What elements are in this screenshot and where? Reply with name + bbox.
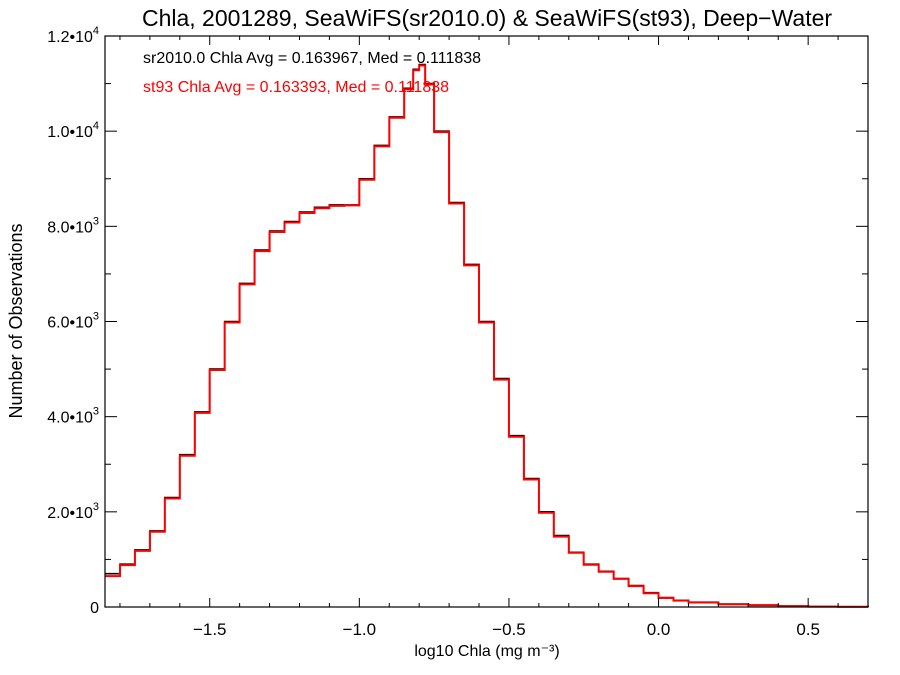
annotation-st93-stats: st93 Chla Avg = 0.163393, Med = 0.111838 (143, 79, 449, 96)
y-tick-label: 8.0•103 (47, 215, 99, 236)
y-tick-label: 1.2•104 (47, 25, 99, 46)
chart-title: Chla, 2001289, SeaWiFS(sr2010.0) & SeaWi… (142, 5, 832, 31)
y-tick-label: 2.0•103 (47, 501, 99, 522)
x-tick-label: −1.0 (343, 620, 377, 639)
series-line-st93 (105, 64, 869, 608)
y-tick-label: 6.0•103 (47, 311, 99, 332)
series-layer (105, 63, 869, 608)
x-tick-label: 0.0 (647, 620, 671, 639)
y-axis-label: Number of Observations (6, 223, 26, 418)
y-tick-label: 4.0•103 (47, 406, 99, 427)
x-tick-label: −0.5 (492, 620, 526, 639)
tick-layer: −1.5 −1.0 −0.5 0.0 0.5 0 2.0•103 4.0•103 6.0•103… (47, 25, 869, 639)
annotation-sr2010-stats: sr2010.0 Chla Avg = 0.163967, Med = 0.11… (143, 50, 481, 67)
y-tick-label: 0 (90, 600, 99, 617)
x-tick-label: 0.5 (796, 620, 820, 639)
y-tick-label: 1.0•104 (47, 120, 99, 141)
x-tick-label: −1.5 (193, 620, 227, 639)
x-axis-label: log10 Chla (mg m⁻³) (414, 643, 559, 660)
